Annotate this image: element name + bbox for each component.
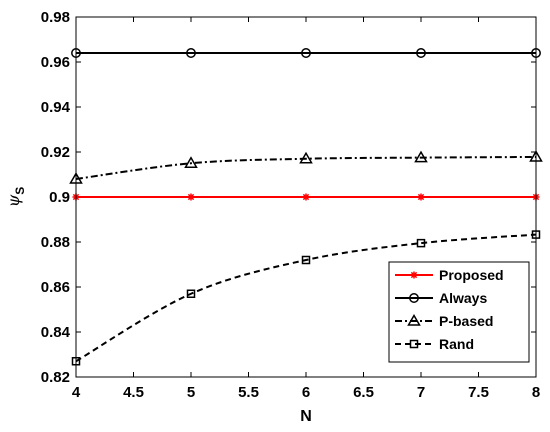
x-tick-label: 5	[187, 384, 195, 401]
legend-label: Always	[439, 290, 487, 306]
legend-marker	[409, 339, 419, 349]
y-tick-label: 0.88	[41, 234, 70, 251]
x-tick-label: 4.5	[123, 384, 144, 401]
y-axis-title-main: ψ	[4, 194, 23, 207]
x-tick-label: 4	[72, 384, 81, 401]
data-point-rand	[416, 238, 426, 248]
x-tick-label: 5.5	[238, 384, 259, 401]
y-tick-label: 0.98	[41, 9, 70, 26]
series-rand	[71, 230, 541, 366]
legend-item-rand: Rand	[395, 336, 474, 352]
legend-label: P-based	[439, 313, 493, 329]
legend-box	[388, 261, 530, 363]
y-tick-label: 0.84	[41, 324, 71, 341]
data-point-always	[186, 48, 196, 58]
x-tick-label: 6	[302, 384, 310, 401]
y-tick-label: 0.96	[41, 54, 70, 71]
data-point-rand	[301, 255, 311, 265]
data-point-p-based	[184, 156, 198, 168]
x-tick-label: 6.5	[353, 384, 374, 401]
x-tick-label: 7	[417, 384, 425, 401]
x-tick-label: 8	[532, 384, 540, 401]
legend-item-always: Always	[395, 290, 487, 306]
y-tick-label: 0.94	[41, 99, 71, 116]
legend-marker	[410, 271, 418, 279]
data-point-always	[416, 48, 426, 58]
y-tick-label: 0.9	[49, 189, 70, 206]
legend-marker	[409, 293, 419, 303]
x-axis-title: N	[300, 408, 312, 425]
plot-frame	[75, 16, 537, 378]
series-line-rand	[75, 233, 537, 363]
y-tick-label: 0.92	[41, 144, 70, 161]
legend-marker	[407, 314, 421, 326]
legend-item-proposed: Proposed	[395, 267, 504, 283]
series-line-p-based	[75, 155, 537, 180]
data-point-always	[301, 48, 311, 58]
y-axis-title-sub: S	[13, 187, 27, 195]
legend-label: Rand	[439, 336, 474, 352]
data-point-proposed	[417, 193, 425, 201]
series-proposed	[72, 193, 540, 201]
y-tick-label: 0.86	[41, 279, 70, 296]
data-point-rand	[186, 289, 196, 298]
legend-item-p-based: P-based	[395, 313, 493, 329]
x-tick-label: 7.5	[468, 384, 489, 401]
legend: Proposed Always P-based Rand	[388, 261, 530, 363]
data-point-p-based	[299, 151, 313, 164]
y-axis-title: ψS	[4, 187, 27, 208]
data-point-proposed	[302, 193, 310, 201]
data-point-proposed	[187, 193, 195, 201]
legend-label: Proposed	[439, 267, 504, 283]
y-tick-label: 0.82	[41, 369, 70, 386]
data-point-p-based	[414, 150, 428, 163]
svg-text:ψS: ψS	[4, 187, 27, 208]
